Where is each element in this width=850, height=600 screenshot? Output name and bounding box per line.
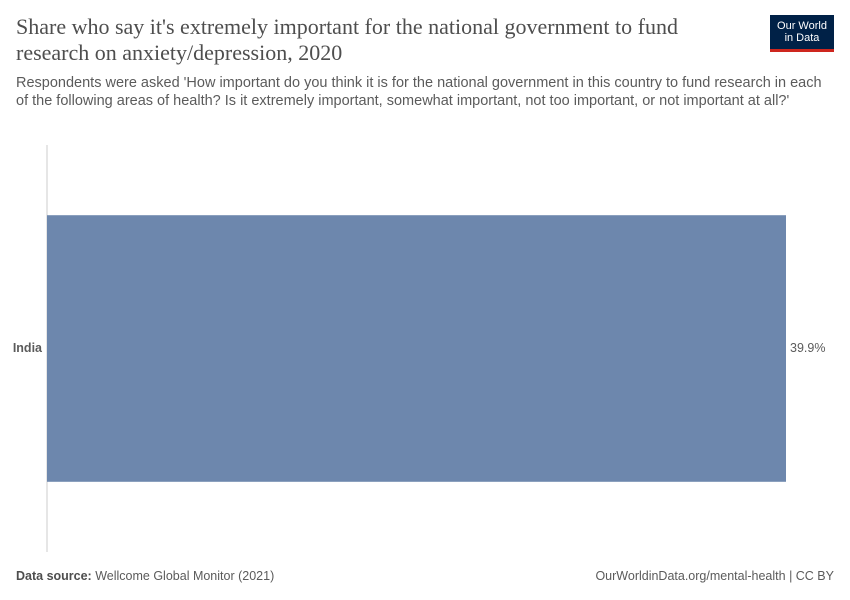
source-label: Data source: (16, 569, 92, 583)
chart-title: Share who say it's extremely important f… (16, 14, 678, 65)
chart-subtitle: Respondents were asked 'How important do… (16, 75, 822, 109)
logo-line: in Data (784, 32, 820, 44)
category-label: India (13, 341, 43, 355)
source: Data source: Wellcome Global Monitor (20… (16, 569, 274, 583)
url[interactable]: OurWorldinData.org/mental-health | CC BY (595, 569, 834, 583)
bar[interactable] (47, 215, 786, 482)
logo[interactable]: Our World in Data (770, 15, 834, 52)
source-text: Wellcome Global Monitor (2021) (95, 569, 275, 583)
logo-line: Our World (777, 20, 827, 32)
value-label: 39.9% (790, 341, 825, 355)
